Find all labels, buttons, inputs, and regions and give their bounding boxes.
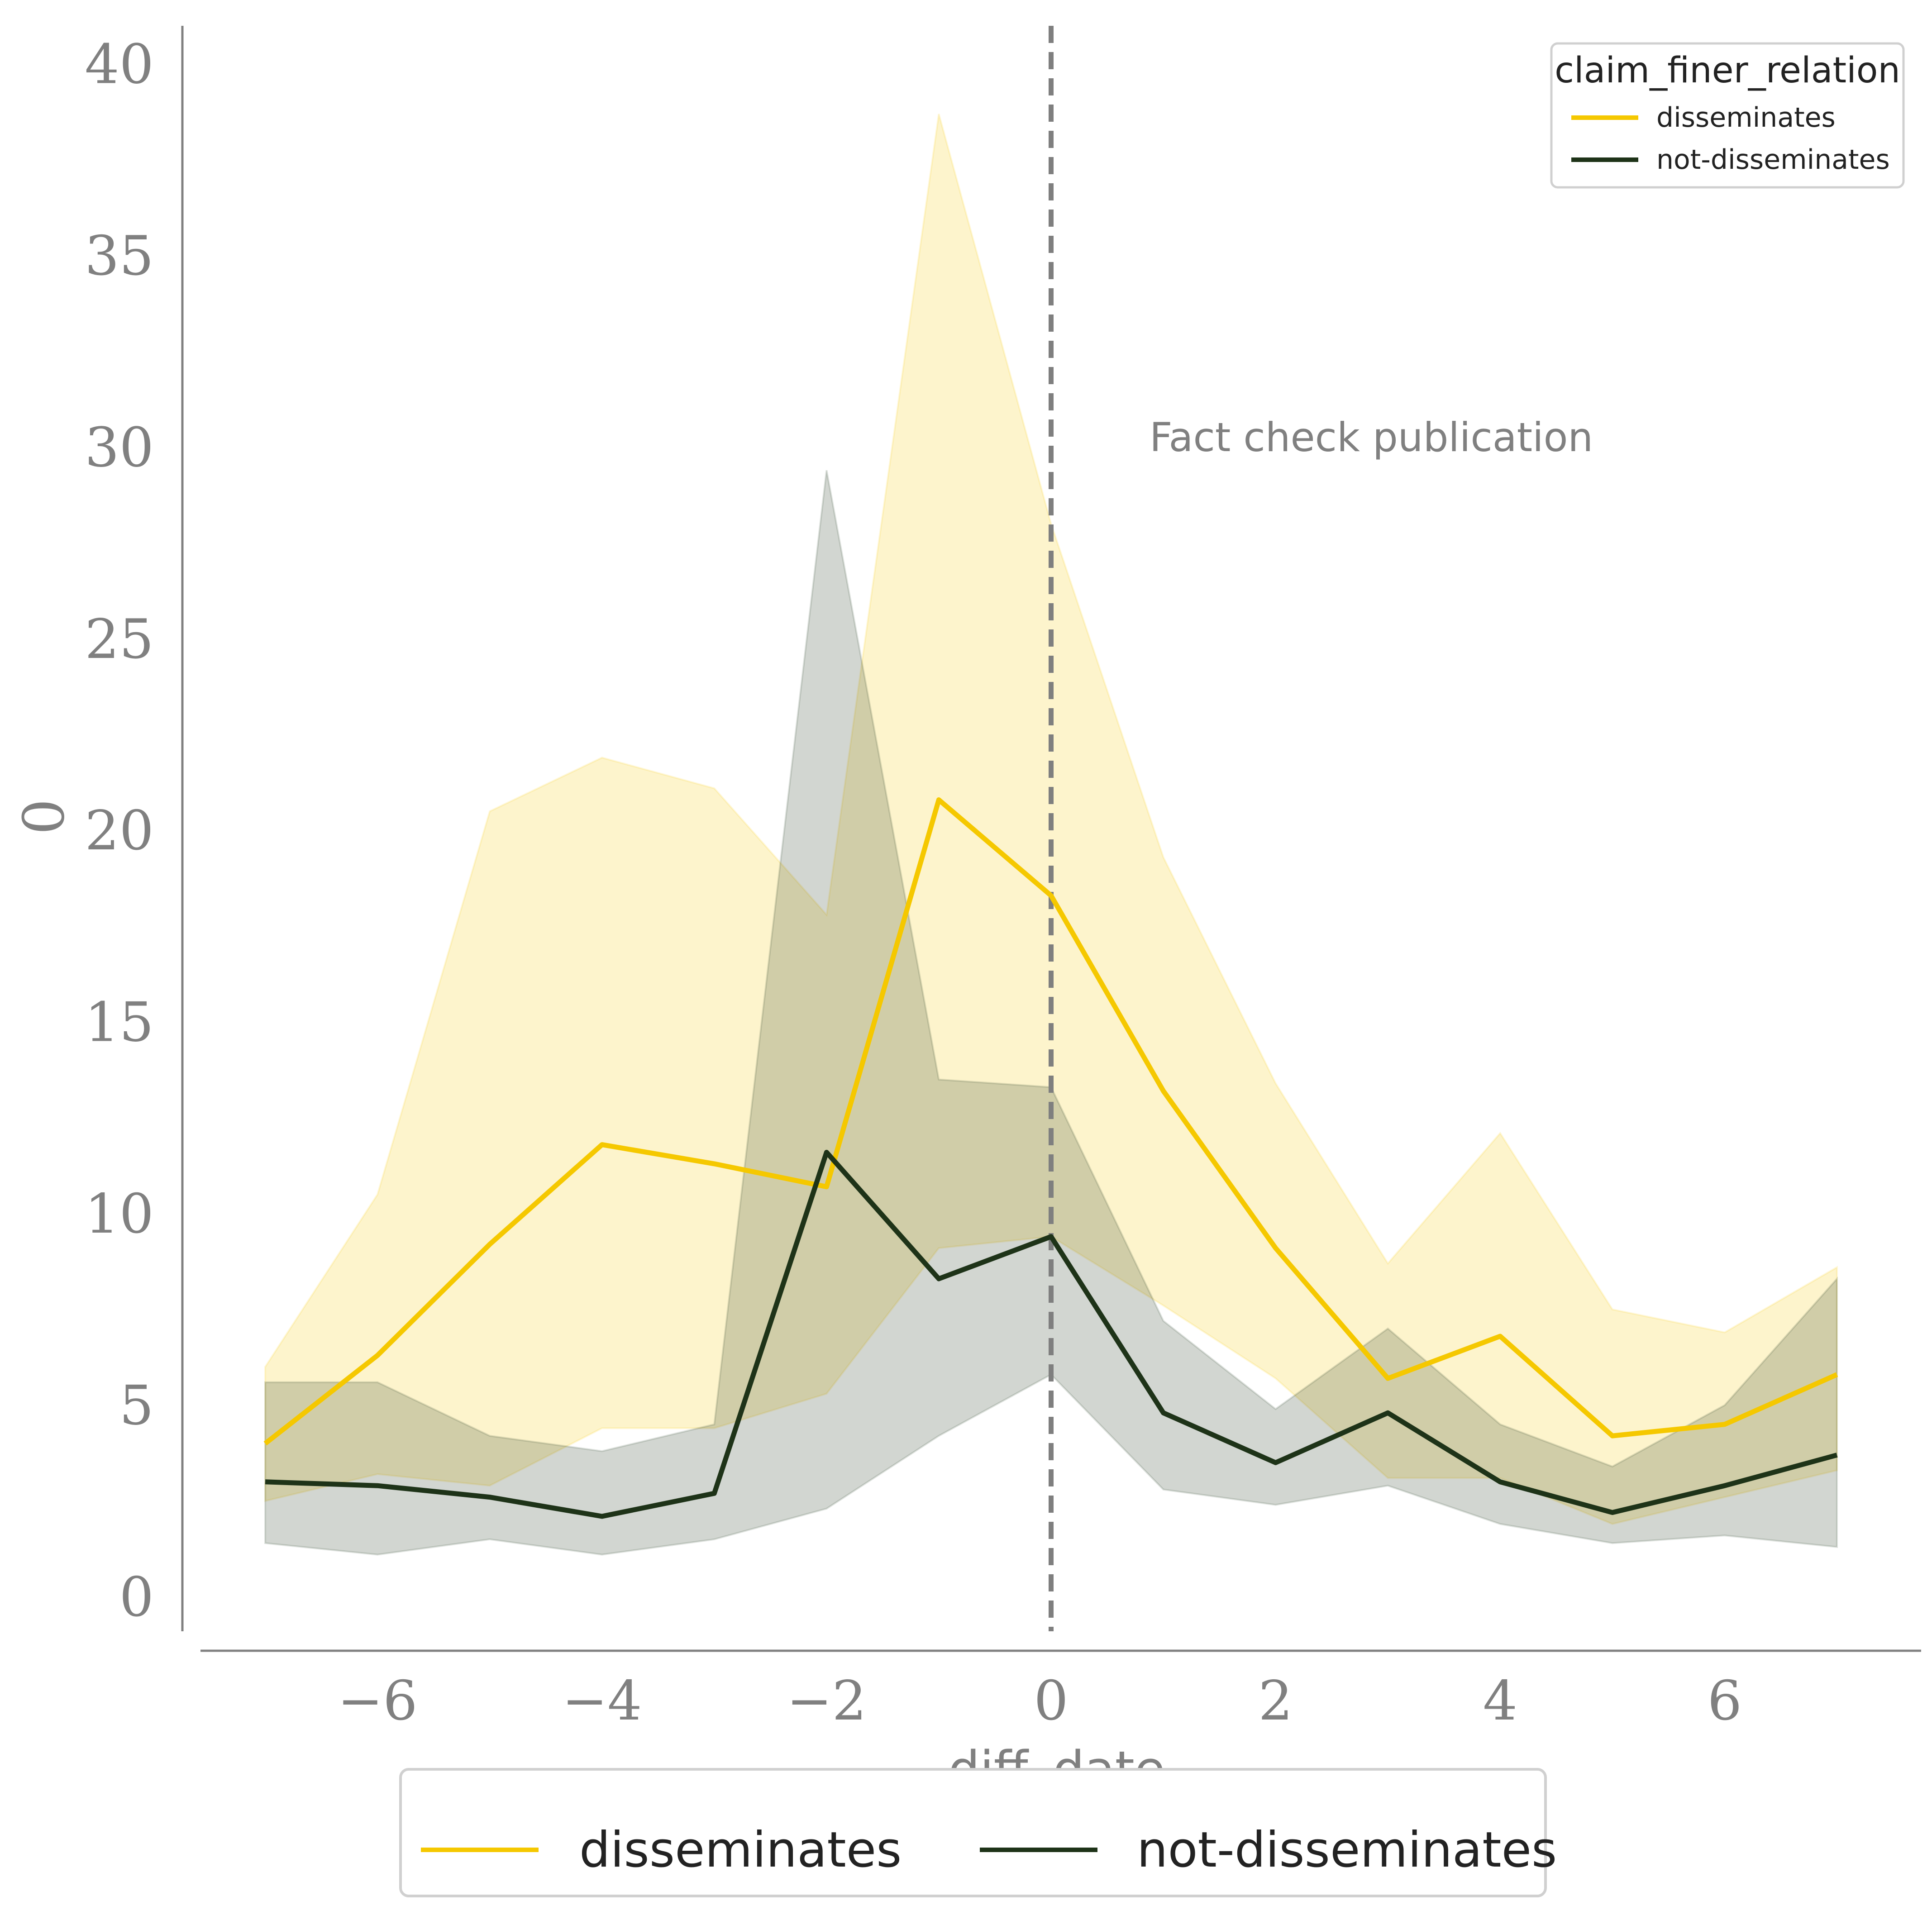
y-tick-label: 30 — [85, 417, 154, 480]
x-tick-label: 0 — [1034, 1670, 1068, 1733]
data-point-not-disseminates — [1049, 1234, 1054, 1239]
y-tick-label: 20 — [85, 800, 154, 862]
y-tick-label: 10 — [85, 1183, 154, 1246]
data-point-disseminates — [487, 1242, 492, 1247]
data-point-not-disseminates — [262, 1479, 268, 1485]
y-tick-label: 5 — [119, 1374, 154, 1437]
data-point-disseminates — [1273, 1245, 1278, 1251]
x-tick-label: −2 — [787, 1670, 867, 1733]
data-point-not-disseminates — [936, 1276, 941, 1281]
data-point-disseminates — [1498, 1334, 1503, 1339]
y-tick-label: 25 — [85, 608, 154, 671]
data-point-disseminates — [375, 1353, 380, 1358]
bottom-legend-label-disseminates: disseminates — [579, 1822, 902, 1878]
data-point-not-disseminates — [711, 1491, 717, 1496]
top-legend-label-disseminates: disseminates — [1656, 102, 1836, 133]
data-point-disseminates — [824, 1184, 829, 1190]
data-point-not-disseminates — [1385, 1410, 1391, 1415]
data-point-not-disseminates — [1610, 1510, 1615, 1515]
series-line-disseminates — [263, 797, 1838, 1446]
data-point-not-disseminates — [1161, 1410, 1166, 1415]
y-tick-labels: 0 5 10 15 20 25 30 35 40 — [85, 33, 154, 1629]
data-point-not-disseminates — [375, 1483, 380, 1488]
y-tick-label: 0 — [119, 1566, 154, 1629]
top-legend-title: claim_finer_relation — [1555, 50, 1900, 91]
data-point-disseminates — [1385, 1376, 1391, 1381]
data-point-not-disseminates — [1834, 1453, 1840, 1458]
data-point-disseminates — [1161, 1088, 1166, 1094]
top-legend-label-not-disseminates: not-disseminates — [1656, 144, 1890, 176]
bottom-legend-frame — [399, 1768, 1547, 1897]
data-point-disseminates — [599, 1142, 605, 1148]
x-tick-label: −6 — [338, 1670, 418, 1733]
data-point-disseminates — [711, 1161, 717, 1167]
data-point-not-disseminates — [1722, 1483, 1727, 1488]
data-point-not-disseminates — [487, 1495, 492, 1500]
series-lines — [262, 797, 1840, 1519]
x-tick-label: 6 — [1708, 1670, 1742, 1733]
y-tick-label: 40 — [85, 33, 154, 96]
data-point-disseminates — [1610, 1433, 1615, 1439]
data-point-not-disseminates — [599, 1514, 605, 1519]
data-point-not-disseminates — [1498, 1479, 1503, 1485]
data-point-disseminates — [262, 1441, 268, 1446]
data-point-disseminates — [1049, 893, 1054, 898]
x-tick-labels: −6 −4 −2 0 2 4 6 — [338, 1670, 1742, 1733]
data-point-disseminates — [1834, 1372, 1840, 1377]
top-legend-frame — [1550, 42, 1905, 189]
data-point-disseminates — [1722, 1422, 1727, 1427]
y-axis-title: 0 — [11, 799, 77, 835]
fact-check-annotation: Fact check publication — [1150, 414, 1593, 461]
data-point-not-disseminates — [824, 1150, 829, 1155]
bottom-legend-label-not-disseminates: not-disseminates — [1137, 1822, 1557, 1878]
top-legend: claim_finer_relation disseminates not-di… — [1550, 42, 1905, 189]
series-line-not-disseminates — [265, 1150, 1838, 1519]
y-tick-label: 35 — [85, 225, 154, 288]
ci-band-not-disseminates — [264, 470, 1838, 1556]
data-point-not-disseminates — [1273, 1460, 1278, 1465]
x-tick-label: −4 — [562, 1670, 642, 1733]
x-tick-label: 2 — [1258, 1670, 1293, 1733]
y-tick-label: 15 — [85, 991, 154, 1054]
bottom-legend: disseminates not-disseminates — [399, 1768, 1557, 1897]
x-tick-label: 4 — [1483, 1670, 1517, 1733]
data-point-disseminates — [936, 797, 941, 803]
